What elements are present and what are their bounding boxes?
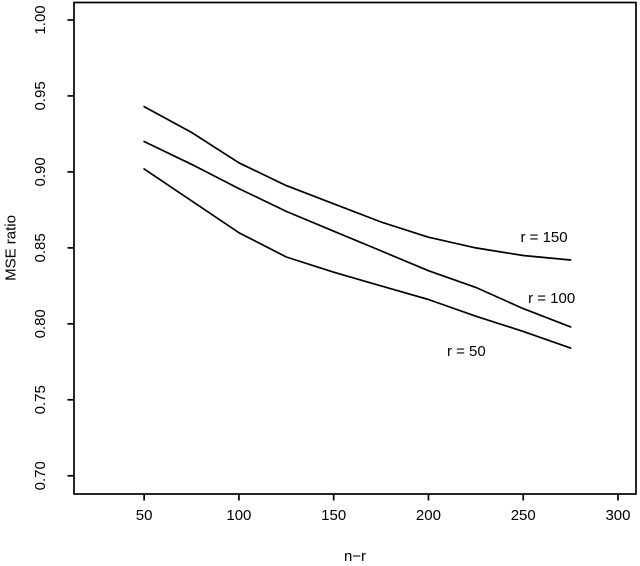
series-line: [143, 168, 572, 349]
y-tick-label: 0.75: [32, 385, 49, 414]
y-tick-label: 1.00: [32, 5, 49, 34]
series-labels: r = 150 r = 100 r = 50: [447, 229, 575, 360]
x-tick-label: 300: [605, 507, 630, 524]
x-tick-label: 250: [511, 507, 536, 524]
series-label: r = 100: [528, 290, 575, 307]
series-line: [143, 140, 572, 328]
series-lines: [143, 105, 572, 349]
x-tick-label: 100: [226, 507, 251, 524]
x-axis-title: n−r: [343, 548, 367, 565]
y-tick-label: 0.95: [32, 81, 49, 110]
series-line: [143, 105, 572, 261]
y-axis: 0.70 0.75 0.80 0.85 0.90 0.95 1.00: [32, 5, 74, 490]
plot-box: [73, 1, 637, 495]
series-label: r = 150: [521, 229, 568, 246]
y-tick-label: 0.90: [32, 157, 49, 186]
y-tick-label: 0.70: [32, 461, 49, 490]
y-tick-label: 0.85: [32, 233, 49, 262]
x-axis: 50 100 150 200 250 300: [136, 494, 631, 524]
y-tick-label: 0.80: [32, 309, 49, 338]
series-label: r = 50: [447, 343, 486, 360]
y-axis-title: MSE ratio: [2, 215, 20, 281]
x-tick-label: 150: [321, 507, 346, 524]
x-tick-label: 200: [416, 507, 441, 524]
x-tick-label: 50: [136, 507, 153, 524]
